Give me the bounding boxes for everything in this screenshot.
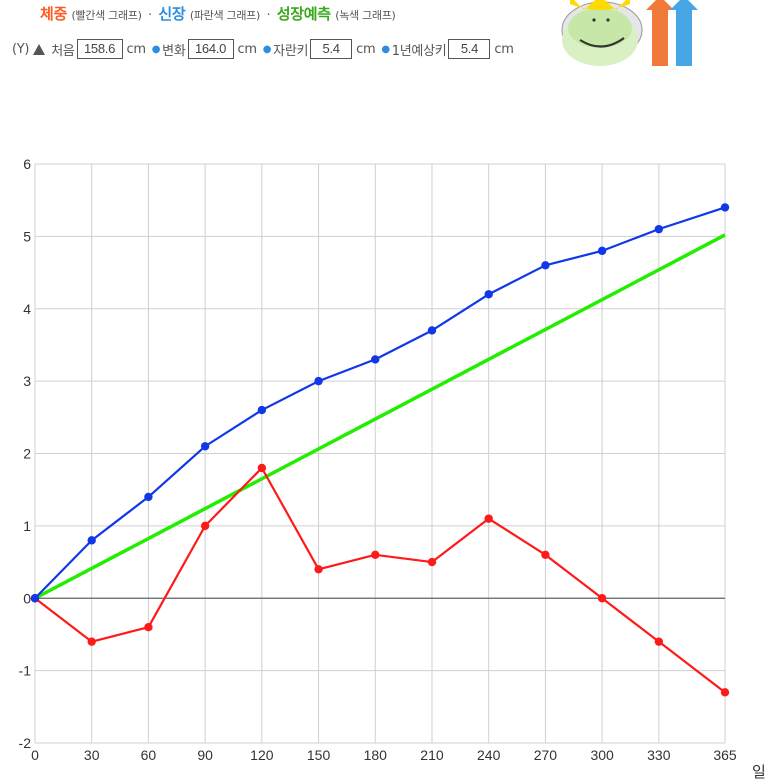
x-tick-label: 240	[477, 747, 501, 763]
data-point-height	[720, 203, 730, 212]
data-point-weight	[597, 594, 607, 603]
data-point-height	[427, 326, 437, 335]
y-tick-label: 5	[23, 228, 31, 244]
data-point-weight	[371, 550, 380, 560]
data-point-height	[597, 246, 607, 256]
grown-height-field[interactable]: 5.4	[310, 39, 353, 59]
start-height-label: 처음	[51, 43, 75, 59]
data-point-height	[30, 594, 40, 603]
data-point-height	[484, 290, 493, 299]
start-height-field[interactable]: 158.6	[76, 39, 123, 59]
data-point-weight	[144, 623, 153, 632]
y-tick-label: -1	[19, 663, 32, 679]
changed-height-field[interactable]: 164.0	[187, 39, 234, 59]
grown-height-item: 자란키 5.4 cm	[273, 39, 376, 59]
data-point-weight	[257, 463, 267, 473]
series-line-weight	[34, 466, 726, 694]
data-point-height	[654, 224, 664, 234]
y-tick-label: 3	[23, 373, 31, 389]
legend-title: 체중 (빨간색 그래프) · 신장 (파란색 그래프) · 성장예측 (녹색 그…	[40, 3, 396, 24]
x-tick-label: 300	[590, 747, 614, 763]
y-tick-label: 6	[23, 156, 31, 172]
height-title-sub: (파란색 그래프)	[189, 9, 260, 22]
data-point-weight	[541, 550, 550, 560]
predicted-height-label: 1년예상키	[391, 43, 447, 59]
x-tick-label: 330	[647, 747, 671, 763]
x-tick-label: 180	[364, 747, 388, 763]
separator: ·	[148, 8, 152, 23]
data-point-height	[87, 536, 96, 545]
growth-title: 성장예측	[276, 5, 331, 23]
y-tick-label: -2	[19, 735, 32, 751]
mascot-frog-icon	[561, 0, 698, 66]
separator: ·	[266, 8, 271, 23]
data-point-weight	[200, 521, 210, 531]
predicted-height-field[interactable]: 5.4	[448, 39, 491, 59]
data-point-height	[257, 405, 267, 415]
changed-height-label: 변화	[162, 43, 186, 59]
start-height-item: 처음 158.6 cm	[51, 39, 146, 59]
y-tick-label: 1	[23, 518, 31, 534]
height-title: 신장	[158, 5, 186, 23]
x-tick-label: 270	[534, 747, 558, 763]
data-point-weight	[314, 565, 323, 574]
changed-height-unit: cm	[237, 41, 258, 57]
bullet-icon: ●	[151, 43, 161, 55]
predicted-height-item: 1년예상키 5.4 cm	[392, 39, 514, 59]
bullet-icon: ●	[262, 43, 272, 55]
data-point-height	[541, 261, 550, 270]
data-point-weight	[654, 637, 664, 646]
data-point-height	[200, 442, 210, 451]
x-tick-label: 60	[141, 747, 157, 763]
x-tick-label: 365	[713, 747, 737, 763]
data-point-weight	[427, 557, 437, 567]
growth-title-sub: (녹색 그래프)	[335, 9, 396, 22]
data-point-height	[144, 492, 153, 502]
bullet-icon: ●	[381, 43, 390, 55]
start-height-unit: cm	[126, 41, 147, 57]
x-tick-label: 90	[197, 747, 213, 763]
y-tick-label: 2	[23, 446, 31, 462]
series-line-growth	[34, 233, 726, 600]
x-tick-label: 30	[84, 747, 100, 763]
x-tick-label: 120	[250, 747, 274, 763]
data-point-weight	[720, 688, 730, 697]
data-point-weight	[484, 514, 493, 523]
y-axis-label: (Y)	[12, 41, 30, 57]
up-arrow-icon	[33, 43, 46, 55]
predicted-height-unit: cm	[494, 41, 514, 57]
x-tick-label: 210	[420, 747, 444, 763]
grown-height-label: 자란키	[273, 43, 309, 59]
data-point-height	[371, 355, 380, 364]
grown-height-unit: cm	[356, 41, 376, 57]
x-tick-label: 150	[307, 747, 331, 763]
y-tick-label: 0	[23, 590, 31, 606]
series-line-height	[34, 206, 726, 600]
changed-height-item: 변화 164.0 cm	[162, 39, 257, 59]
x-tick-label: 0	[31, 747, 39, 763]
chart-header: 체중 (빨간색 그래프) · 신장 (파란색 그래프) · 성장예측 (녹색 그…	[0, 0, 773, 70]
x-axis-unit-label: 일	[752, 763, 766, 781]
measurement-row: (Y) 처음 158.6 cm ● 변화 164.0 cm ● 자란키 5.4 …	[12, 39, 514, 59]
weight-title-sub: (빨간색 그래프)	[71, 9, 142, 22]
y-tick-label: 4	[23, 301, 31, 317]
weight-title: 체중	[40, 5, 68, 23]
data-point-height	[314, 376, 323, 386]
data-point-weight	[87, 637, 96, 646]
